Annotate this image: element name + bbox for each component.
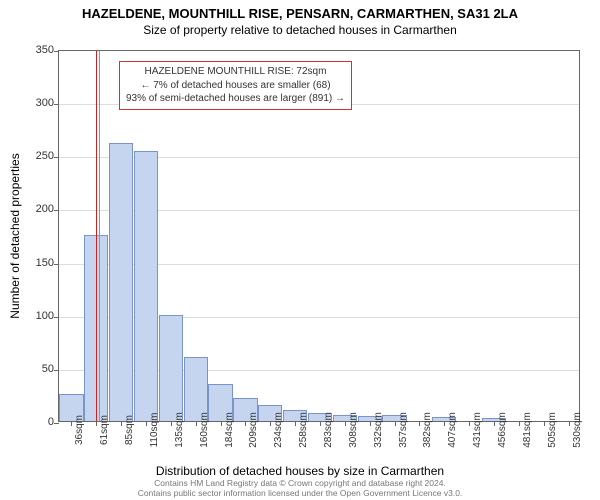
xtick-mark xyxy=(544,421,545,426)
ytick-mark xyxy=(54,317,59,318)
xtick-label: 283sqm xyxy=(323,412,334,448)
ytick-mark xyxy=(54,104,59,105)
xtick-mark xyxy=(96,421,97,426)
xtick-mark xyxy=(270,421,271,426)
ytick-label: 50 xyxy=(14,363,54,375)
ytick-label: 100 xyxy=(14,310,54,322)
ytick-mark xyxy=(54,423,59,424)
xtick-label: 332sqm xyxy=(373,412,384,448)
ytick-label: 350 xyxy=(14,44,54,56)
xtick-label: 407sqm xyxy=(447,412,458,448)
chart-title-sub: Size of property relative to detached ho… xyxy=(0,21,600,37)
xtick-mark xyxy=(519,421,520,426)
xtick-label: 382sqm xyxy=(422,412,433,448)
ytick-label: 200 xyxy=(14,203,54,215)
histogram-bar xyxy=(134,151,158,421)
xtick-mark xyxy=(469,421,470,426)
xtick-mark xyxy=(121,421,122,426)
y-axis-label: Number of detached properties xyxy=(8,153,22,318)
xtick-label: 308sqm xyxy=(348,412,359,448)
xtick-label: 456sqm xyxy=(497,412,508,448)
xtick-label: 431sqm xyxy=(472,412,483,448)
xtick-mark xyxy=(196,421,197,426)
xtick-label: 110sqm xyxy=(149,413,160,448)
ytick-mark xyxy=(54,210,59,211)
xtick-label: 184sqm xyxy=(224,412,235,448)
annotation-line1: HAZELDENE MOUNTHILL RISE: 72sqm xyxy=(126,65,345,79)
xtick-label: 160sqm xyxy=(199,412,210,448)
xtick-mark xyxy=(295,421,296,426)
footer-line2: Contains public sector information licen… xyxy=(0,488,600,498)
xtick-mark xyxy=(221,421,222,426)
ytick-label: 300 xyxy=(14,97,54,109)
xtick-mark xyxy=(171,421,172,426)
xtick-mark xyxy=(320,421,321,426)
xtick-mark xyxy=(345,421,346,426)
xtick-mark xyxy=(569,421,570,426)
xtick-label: 234sqm xyxy=(273,412,284,448)
ytick-label: 250 xyxy=(14,150,54,162)
xtick-label: 36sqm xyxy=(74,415,85,445)
footer-attribution: Contains HM Land Registry data © Crown c… xyxy=(0,478,600,498)
ytick-mark xyxy=(54,264,59,265)
xtick-label: 505sqm xyxy=(547,412,558,448)
ytick-mark xyxy=(54,370,59,371)
xtick-label: 481sqm xyxy=(522,412,533,448)
xtick-label: 85sqm xyxy=(124,415,135,445)
footer-line1: Contains HM Land Registry data © Crown c… xyxy=(0,478,600,488)
xtick-mark xyxy=(494,421,495,426)
xtick-mark xyxy=(146,421,147,426)
ytick-label: 150 xyxy=(14,257,54,269)
xtick-label: 209sqm xyxy=(248,412,259,448)
xtick-label: 530sqm xyxy=(572,412,583,448)
marker-annotation: HAZELDENE MOUNTHILL RISE: 72sqm ← 7% of … xyxy=(119,61,352,110)
marker-line xyxy=(96,51,97,421)
ytick-label: 0 xyxy=(14,416,54,428)
marker-line xyxy=(99,51,100,421)
ytick-mark xyxy=(54,157,59,158)
xtick-label: 258sqm xyxy=(298,412,309,448)
x-axis-label: Distribution of detached houses by size … xyxy=(0,464,600,478)
xtick-mark xyxy=(419,421,420,426)
xtick-mark xyxy=(245,421,246,426)
annotation-line2: ← 7% of detached houses are smaller (68) xyxy=(126,79,345,93)
annotation-line3: 93% of semi-detached houses are larger (… xyxy=(126,92,345,106)
xtick-label: 357sqm xyxy=(398,412,409,448)
xtick-label: 135sqm xyxy=(174,412,185,448)
histogram-bar xyxy=(109,143,133,421)
ytick-mark xyxy=(54,51,59,52)
xtick-mark xyxy=(71,421,72,426)
chart-plot-area: HAZELDENE MOUNTHILL RISE: 72sqm ← 7% of … xyxy=(58,50,580,422)
xtick-mark xyxy=(395,421,396,426)
xtick-mark xyxy=(444,421,445,426)
histogram-bar xyxy=(159,315,183,421)
xtick-label: 61sqm xyxy=(99,415,110,445)
xtick-mark xyxy=(370,421,371,426)
chart-title-main: HAZELDENE, MOUNTHILL RISE, PENSARN, CARM… xyxy=(0,0,600,21)
